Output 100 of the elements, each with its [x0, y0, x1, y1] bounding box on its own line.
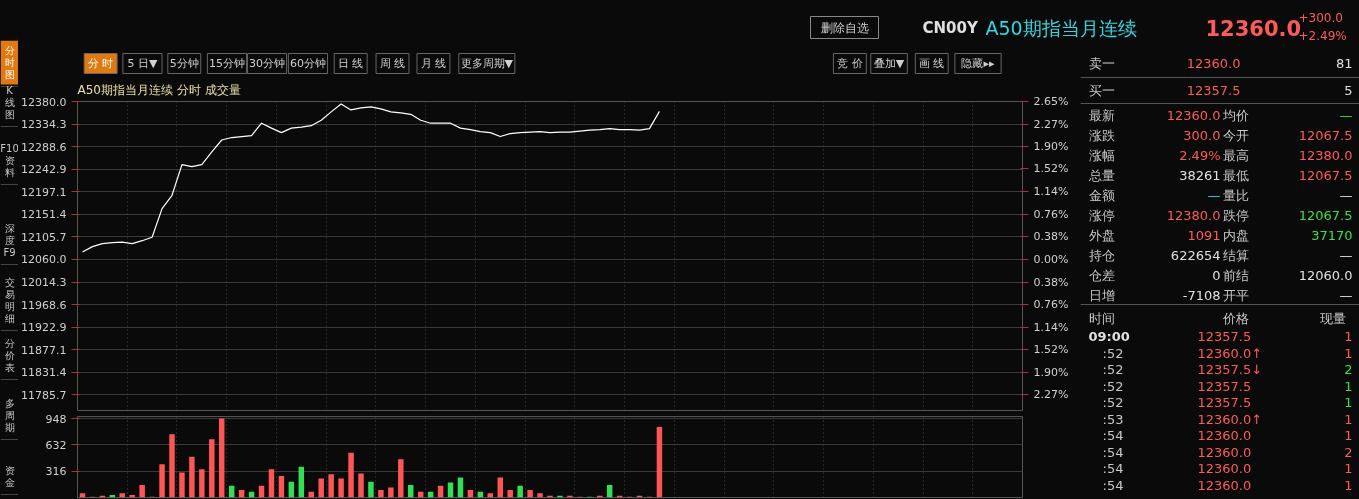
text: 12360.0: [1197, 461, 1252, 476]
text: 日增: [1088, 288, 1115, 303]
bar: [656, 426, 663, 498]
text: 日 线: [337, 57, 364, 70]
text: :54: [1102, 428, 1124, 443]
text: 15分钟: [208, 57, 245, 70]
y-tick-label: 11922.9: [21, 321, 67, 335]
y2-tick-label: 2.27%: [1033, 117, 1069, 131]
text: 2: [1344, 444, 1353, 460]
text: 1: [1344, 395, 1353, 410]
text: 外盘: [1088, 228, 1115, 243]
text: 5分钟: [169, 57, 199, 70]
text: 1091: [1187, 228, 1221, 243]
text: 1: [1344, 378, 1353, 394]
text: 38261: [1179, 168, 1221, 183]
text: 删除自选: [820, 20, 869, 35]
y-tick-label: 12151.4: [21, 208, 67, 222]
text: 交易明细: [4, 277, 15, 324]
y2-tick-label: 1.52%: [1033, 162, 1069, 176]
y2-tick-label: 1.52%: [1033, 343, 1069, 357]
text: 37170: [1311, 228, 1353, 243]
y-tick-label: 12334.3: [21, 118, 67, 132]
text: 最低: [1222, 168, 1249, 183]
text: 涨跌: [1088, 128, 1115, 143]
text: 分时图: [4, 45, 15, 80]
text: 12360.0: [1166, 108, 1221, 123]
text: 12380.0: [1298, 148, 1353, 163]
text: 300.0: [1183, 128, 1221, 143]
text: —: [1339, 108, 1353, 123]
text: 总量: [1087, 168, 1115, 183]
text: :54: [1102, 444, 1124, 460]
text: 价格: [1221, 311, 1249, 326]
text: —: [1207, 188, 1221, 203]
text: 12357.5↓: [1197, 362, 1263, 377]
text: 画 线: [918, 57, 945, 70]
bar: [517, 485, 523, 498]
bar: [139, 485, 145, 498]
bar: [348, 452, 354, 498]
bar: [169, 434, 175, 498]
text: 卖一: [1088, 56, 1115, 71]
text: :54: [1102, 461, 1124, 476]
y2-tick-label: 1.14%: [1033, 185, 1069, 199]
text: 12360.0: [1186, 56, 1241, 71]
y2-tick-label: 2.27%: [1033, 388, 1069, 402]
y-tick-label: 11968.6: [21, 298, 67, 312]
y2-tick-label: 1.14%: [1033, 320, 1069, 334]
text: 12357.5: [1197, 378, 1252, 394]
text: 今开: [1222, 128, 1249, 143]
text: 涨停: [1088, 208, 1115, 223]
text: 跌停: [1222, 208, 1249, 223]
y-tick-label: 12014.3: [21, 276, 67, 290]
text: 时间: [1088, 311, 1115, 326]
text: :54: [1102, 477, 1124, 493]
text: 2: [1344, 362, 1353, 377]
text: 最高: [1222, 148, 1249, 163]
bar: [159, 464, 165, 498]
text: 12380.0: [1166, 208, 1221, 223]
bar: [318, 478, 324, 498]
text: K线图: [4, 85, 15, 120]
text: :52: [1102, 395, 1124, 410]
y-tick-label: 11831.4: [21, 366, 67, 380]
y2-tick-label: 0.00%: [1033, 252, 1069, 266]
text: 隐藏▸▸: [961, 57, 996, 70]
text: 12360.0↑: [1197, 411, 1263, 427]
text: 最新: [1088, 108, 1115, 123]
text: 12357.5: [1197, 395, 1252, 410]
text: 1: [1344, 329, 1353, 344]
bar: [537, 493, 543, 498]
text: 622654: [1170, 248, 1221, 263]
text: 内盘: [1222, 228, 1249, 243]
text: 2.49%: [1179, 148, 1221, 163]
y2-tick-label: 0.76%: [1033, 207, 1069, 221]
y2-tick-label: 0.76%: [1033, 298, 1069, 312]
text: 12067.5: [1298, 168, 1353, 183]
bar: [268, 469, 275, 498]
text: 分 时: [87, 57, 114, 70]
y-tick-label: 12060.0: [21, 253, 67, 267]
text: 周 线: [379, 57, 406, 70]
text: 1: [1344, 345, 1353, 361]
bar: [507, 490, 513, 498]
text: 涨幅: [1088, 148, 1115, 163]
text: 深度F9: [3, 223, 16, 258]
text: 12360.0: [1197, 477, 1252, 493]
text: 月 线: [420, 57, 447, 70]
text: 更多周期▼: [460, 57, 514, 70]
text: 1: [1344, 477, 1353, 493]
text: :53: [1102, 411, 1124, 427]
text: F10资料: [0, 143, 19, 178]
text: —: [1339, 248, 1353, 263]
y-tick-label: 11785.7: [21, 388, 67, 402]
text: 1: [1344, 428, 1353, 443]
text: 仓差: [1088, 268, 1115, 283]
text: -7108: [1182, 288, 1221, 303]
bar: [358, 473, 364, 498]
text: 5: [1344, 83, 1353, 98]
bar: [179, 472, 185, 498]
text: 叠加▼: [873, 57, 905, 70]
bar: [209, 439, 215, 498]
y-tick-label: 12242.9: [21, 163, 67, 177]
text: 1: [1344, 461, 1353, 476]
